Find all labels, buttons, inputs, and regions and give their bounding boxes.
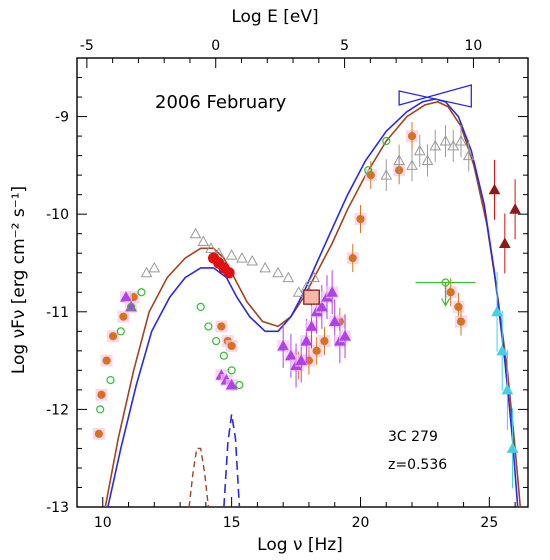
grey-point bbox=[413, 144, 426, 156]
source-label: 3C 279 bbox=[388, 429, 438, 445]
plot-border bbox=[76, 57, 529, 508]
y-tick-label: -11 bbox=[46, 305, 69, 321]
orange-point bbox=[108, 332, 118, 341]
green-point bbox=[96, 405, 105, 414]
period-label: 2006 February bbox=[155, 92, 287, 113]
grey-point bbox=[462, 149, 475, 161]
dashed-curve-brown bbox=[188, 447, 210, 508]
grey-point bbox=[189, 227, 202, 239]
grey-point bbox=[272, 266, 284, 278]
purple-point bbox=[277, 339, 290, 351]
model-curve-blue bbox=[107, 98, 519, 508]
purple-point bbox=[339, 330, 351, 341]
redshift-label: z=0.536 bbox=[388, 457, 447, 473]
cyan-point bbox=[506, 442, 519, 453]
grey-point bbox=[259, 261, 271, 273]
x2-axis-label: Log E [eV] bbox=[231, 7, 318, 27]
data-points bbox=[92, 84, 521, 489]
darkred-point bbox=[509, 203, 521, 214]
green-point bbox=[127, 302, 136, 312]
y-tick-label: -12 bbox=[46, 402, 69, 418]
purple-point bbox=[326, 286, 338, 297]
cyan-point bbox=[496, 344, 509, 356]
xray-bowtie bbox=[303, 289, 320, 305]
model-curves bbox=[104, 98, 522, 508]
grey-point bbox=[455, 134, 467, 146]
purple-point bbox=[328, 315, 341, 327]
orange-point bbox=[348, 253, 357, 263]
darkred-point bbox=[498, 237, 511, 248]
grey-point bbox=[380, 169, 393, 180]
green-point bbox=[106, 376, 115, 385]
grey-point bbox=[429, 139, 442, 151]
green-point bbox=[204, 322, 213, 331]
grey-point bbox=[393, 154, 405, 165]
dashed-curve-blue bbox=[223, 414, 241, 508]
x-tick-label: 10 bbox=[94, 515, 112, 531]
red-point bbox=[223, 267, 235, 279]
x-tick-label: 20 bbox=[352, 515, 370, 531]
y-tick-label: -9 bbox=[55, 110, 69, 126]
x-axis-label: Log ν [Hz] bbox=[257, 535, 343, 555]
green-point bbox=[364, 166, 373, 175]
grey-point bbox=[246, 254, 259, 266]
purple-point bbox=[225, 378, 238, 390]
orange-point bbox=[356, 214, 365, 224]
green-point bbox=[116, 327, 125, 336]
orange-point bbox=[446, 288, 455, 297]
x2-tick-label: 10 bbox=[465, 38, 483, 54]
axis-labels: Log E [eV] Log ν [Hz] Log νFν [erg cm⁻² … bbox=[9, 7, 447, 555]
purple-point bbox=[295, 354, 308, 366]
green-point bbox=[219, 351, 228, 360]
orange-point bbox=[407, 131, 417, 141]
grey-point bbox=[406, 159, 418, 170]
orange-point bbox=[119, 312, 128, 321]
upper-limit-arrow bbox=[441, 298, 451, 307]
x2-tick-label: 0 bbox=[211, 38, 220, 54]
grey-point bbox=[439, 134, 452, 146]
purple-point bbox=[315, 300, 328, 312]
orange-point bbox=[217, 322, 226, 331]
grey-point bbox=[282, 271, 295, 283]
y-tick-label: -10 bbox=[46, 207, 69, 223]
green-point bbox=[137, 288, 146, 297]
cyan-point bbox=[491, 305, 503, 317]
purple-point bbox=[300, 335, 313, 346]
orange-point bbox=[454, 302, 463, 312]
x2-tick-label: -5 bbox=[80, 38, 94, 54]
grey-point bbox=[225, 249, 238, 260]
x-tick-label: 15 bbox=[223, 515, 241, 531]
grey-point bbox=[205, 242, 217, 253]
green-point bbox=[196, 302, 205, 312]
orange-point bbox=[320, 336, 329, 346]
purple-point bbox=[305, 320, 318, 331]
x-tick-label: 25 bbox=[480, 515, 498, 531]
grey-point bbox=[421, 154, 434, 165]
plot-frame bbox=[76, 57, 529, 508]
green-point bbox=[382, 136, 391, 146]
orange-point bbox=[456, 317, 466, 326]
grey-point bbox=[148, 261, 161, 273]
grey-point bbox=[197, 235, 210, 247]
orange-point bbox=[312, 346, 321, 355]
cyan-point bbox=[501, 383, 514, 395]
gamma-bowtie bbox=[398, 84, 472, 108]
axis-ticks: 10 15 20 25 -5 0 5 10 -9 -10 -11 -12 -13 bbox=[46, 38, 528, 531]
green-point bbox=[212, 336, 221, 346]
upper-limit-point bbox=[441, 278, 450, 287]
grey-point bbox=[236, 252, 248, 263]
orange-point bbox=[102, 356, 111, 365]
green-point bbox=[227, 366, 236, 375]
orange-point bbox=[94, 429, 104, 438]
green-point bbox=[235, 380, 244, 390]
grey-point bbox=[308, 271, 320, 283]
x2-tick-label: 5 bbox=[340, 38, 349, 54]
y-axis-label: Log νFν [erg cm⁻² s⁻¹] bbox=[9, 186, 29, 374]
orange-point bbox=[97, 390, 106, 399]
orange-point bbox=[227, 341, 236, 351]
darkred-point bbox=[488, 183, 501, 195]
model-curve-brown bbox=[104, 101, 522, 508]
y-tick-label: -13 bbox=[46, 500, 69, 516]
